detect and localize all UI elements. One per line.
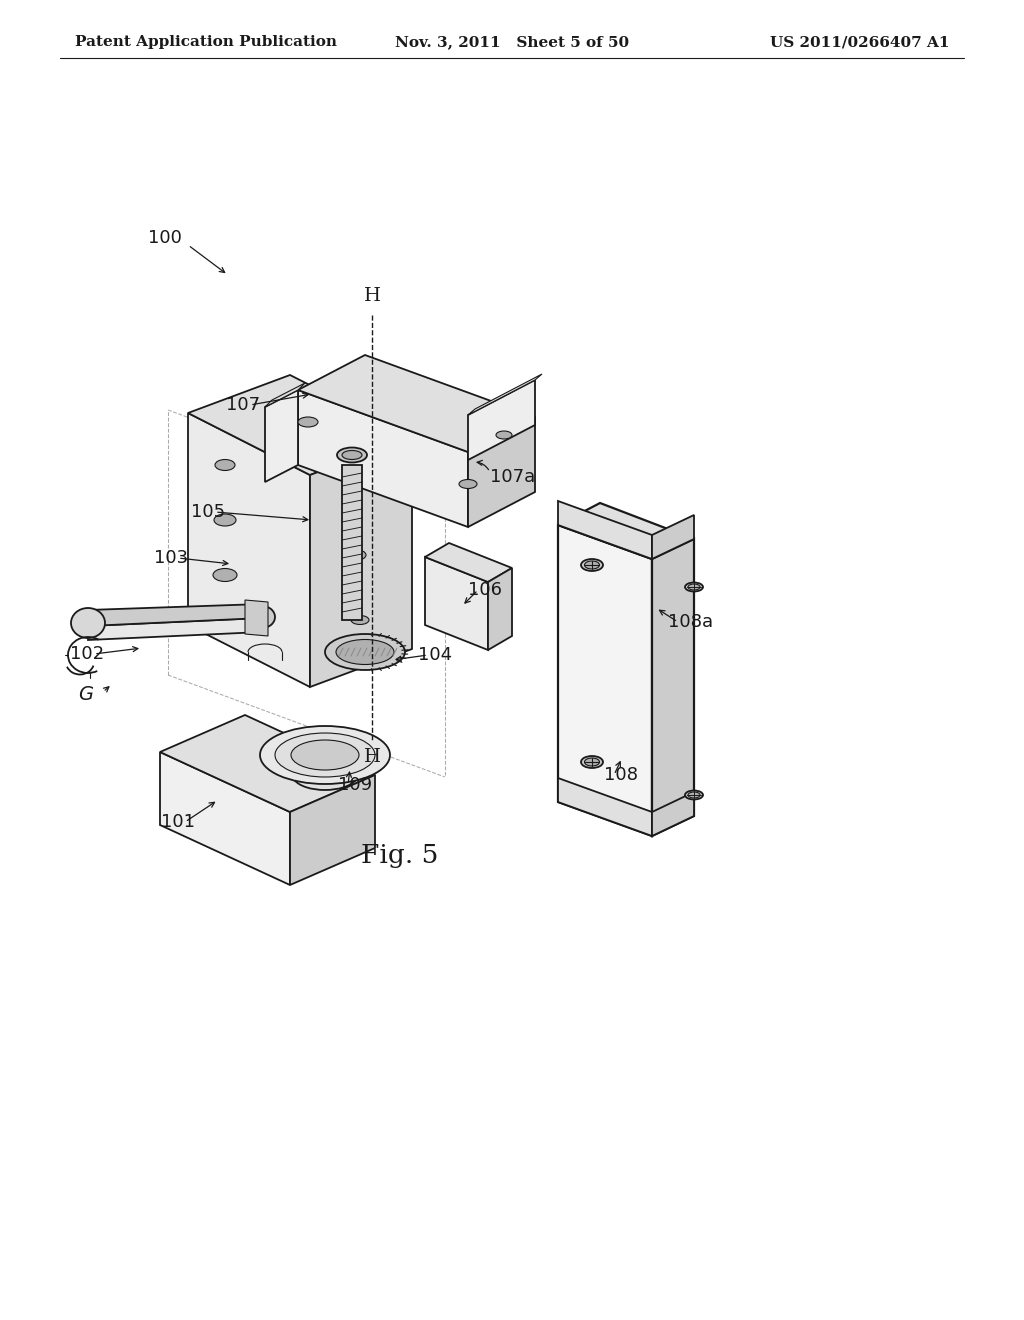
Polygon shape [188, 413, 310, 686]
Polygon shape [468, 374, 542, 414]
Ellipse shape [496, 432, 512, 440]
Ellipse shape [685, 791, 703, 800]
Polygon shape [468, 417, 535, 527]
Polygon shape [160, 715, 375, 812]
Ellipse shape [325, 634, 406, 671]
Ellipse shape [215, 459, 234, 470]
Text: 104: 104 [418, 645, 453, 664]
Polygon shape [310, 437, 412, 686]
Text: Patent Application Publication: Patent Application Publication [75, 36, 337, 49]
Text: 107: 107 [226, 396, 260, 414]
Ellipse shape [581, 558, 603, 572]
Polygon shape [245, 601, 268, 636]
Text: US 2011/0266407 A1: US 2011/0266407 A1 [770, 36, 950, 49]
Polygon shape [558, 525, 652, 836]
Ellipse shape [275, 733, 375, 777]
Text: H: H [364, 748, 381, 766]
Polygon shape [425, 557, 488, 649]
Text: 108a: 108a [668, 612, 713, 631]
Ellipse shape [459, 479, 477, 488]
Ellipse shape [688, 583, 700, 590]
Ellipse shape [260, 726, 390, 784]
Text: 106: 106 [468, 581, 502, 599]
Ellipse shape [585, 561, 599, 569]
Text: 108: 108 [604, 766, 638, 784]
Text: 107a: 107a [490, 469, 536, 486]
Ellipse shape [337, 447, 367, 462]
Ellipse shape [342, 450, 362, 459]
Text: 109: 109 [338, 776, 372, 795]
Polygon shape [188, 375, 412, 475]
Polygon shape [558, 777, 652, 836]
Ellipse shape [344, 549, 366, 561]
Ellipse shape [336, 639, 394, 664]
Text: Nov. 3, 2011   Sheet 5 of 50: Nov. 3, 2011 Sheet 5 of 50 [395, 36, 629, 49]
Ellipse shape [249, 606, 275, 628]
Polygon shape [298, 389, 468, 527]
Polygon shape [425, 543, 512, 582]
Text: G: G [78, 685, 93, 705]
Ellipse shape [351, 615, 369, 624]
Text: 101: 101 [161, 813, 195, 832]
Ellipse shape [688, 792, 700, 799]
Polygon shape [652, 515, 694, 558]
Text: Fig. 5: Fig. 5 [361, 842, 438, 867]
Polygon shape [265, 383, 305, 407]
Text: 102: 102 [70, 645, 104, 663]
Ellipse shape [71, 609, 105, 638]
Polygon shape [265, 389, 298, 482]
Ellipse shape [581, 756, 603, 768]
Ellipse shape [685, 582, 703, 591]
Polygon shape [290, 775, 375, 884]
Ellipse shape [298, 417, 318, 426]
Polygon shape [468, 380, 535, 459]
Polygon shape [160, 752, 290, 884]
Ellipse shape [213, 569, 237, 582]
Polygon shape [558, 503, 694, 558]
Polygon shape [488, 568, 512, 649]
Ellipse shape [291, 741, 359, 770]
Polygon shape [88, 618, 262, 640]
Polygon shape [342, 465, 362, 620]
Polygon shape [298, 355, 535, 451]
Polygon shape [88, 605, 262, 626]
Text: 103: 103 [154, 549, 188, 568]
Text: 105: 105 [190, 503, 225, 521]
Polygon shape [652, 539, 694, 836]
Text: 100: 100 [148, 228, 182, 247]
Text: H: H [364, 286, 381, 305]
Ellipse shape [214, 513, 236, 525]
Ellipse shape [585, 758, 599, 766]
Polygon shape [652, 792, 694, 836]
Polygon shape [558, 502, 652, 558]
